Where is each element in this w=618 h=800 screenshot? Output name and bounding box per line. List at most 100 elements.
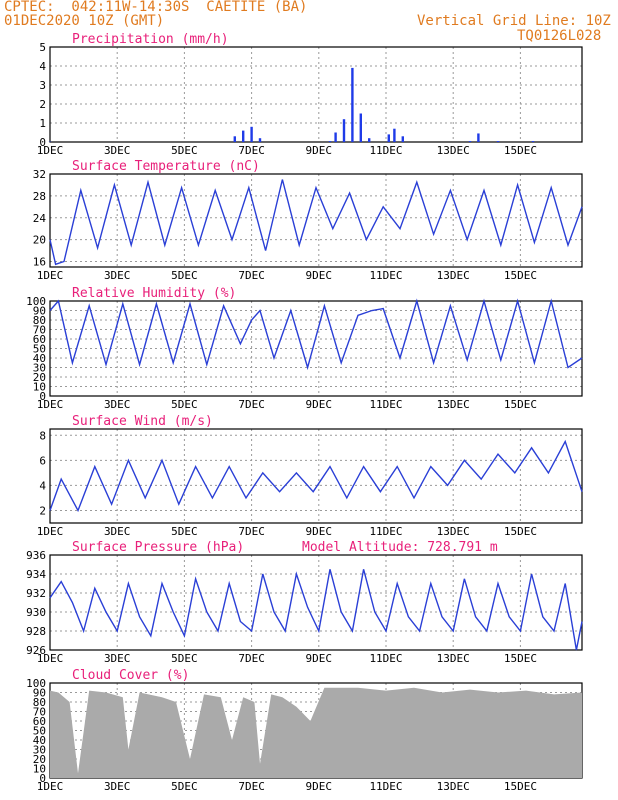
y-tick-label: 2 [39, 504, 46, 517]
series-line [49, 179, 583, 266]
x-tick-label: 15DEC [504, 269, 537, 282]
y-tick-label: 60 [33, 715, 46, 728]
precip-bar [359, 113, 362, 142]
panel-2: 16 20 24 28 32 1DEC 3DEC 5DEC 7DEC 9DEC 11DEC 13DEC… [33, 159, 583, 282]
y-tick-label: 100 [26, 677, 46, 690]
y-tick-label: 926 [26, 644, 46, 657]
x-tick-label: 9DEC [306, 144, 333, 157]
x-tick-label: 11DEC [369, 525, 402, 538]
x-tick-label: 13DEC [437, 269, 470, 282]
panel-title: Precipitation (mm/h) [72, 32, 229, 47]
y-tick-label: 28 [33, 190, 46, 203]
x-tick-label: 3DEC [104, 144, 131, 157]
x-tick-label: 15DEC [504, 780, 537, 793]
y-tick-label: 20 [33, 753, 46, 766]
station-header: CPTEC: 042:11W-14:30S CAETITE (BA) [4, 0, 308, 15]
x-tick-label: 1DEC [37, 780, 64, 793]
y-tick-label: 70 [33, 324, 46, 337]
x-tick-label: 9DEC [306, 269, 333, 282]
run-code: TQ0126L028 [517, 28, 602, 44]
x-tick-label: 1DEC [37, 144, 64, 157]
y-tick-label: 60 [33, 333, 46, 346]
y-tick-label: 5 [39, 41, 46, 54]
series-line [49, 569, 583, 651]
y-tick-label: 936 [26, 549, 46, 562]
x-tick-label: 5DEC [171, 269, 198, 282]
x-tick-label: 13DEC [437, 780, 470, 793]
y-tick-label: 80 [33, 314, 46, 327]
datetime-header: 01DEC2020 10Z (GMT) [4, 13, 165, 29]
y-tick-label: 4 [39, 479, 46, 492]
x-tick-label: 1DEC [37, 269, 64, 282]
precip-bar [477, 133, 480, 142]
x-tick-label: 3DEC [104, 269, 131, 282]
y-tick-label: 16 [33, 256, 46, 269]
y-tick-label: 30 [33, 362, 46, 375]
y-tick-label: 10 [33, 763, 46, 776]
precip-bar [334, 132, 337, 142]
x-tick-label: 7DEC [238, 269, 265, 282]
plot-frame [49, 173, 583, 268]
y-tick-label: 40 [33, 352, 46, 365]
panel-title: Relative Humidity (%) [72, 286, 236, 301]
x-tick-label: 7DEC [238, 144, 265, 157]
series-line [49, 298, 583, 371]
x-tick-label: 5DEC [171, 652, 198, 665]
x-tick-label: 15DEC [504, 398, 537, 411]
y-tick-label: 90 [33, 687, 46, 700]
x-tick-label: 7DEC [238, 398, 265, 411]
y-tick-label: 10 [33, 381, 46, 394]
y-tick-label: 0 [39, 136, 46, 149]
x-tick-label: 5DEC [171, 525, 198, 538]
x-tick-label: 11DEC [369, 144, 402, 157]
y-tick-label: 8 [39, 429, 46, 442]
series-line [49, 439, 583, 513]
y-tick-label: 30 [33, 744, 46, 757]
y-tick-label: 20 [33, 234, 46, 247]
x-tick-label: 7DEC [238, 652, 265, 665]
panel-1: 0 1 2 3 4 5 1DEC 3DEC 5DEC 7DEC 9DEC 11DEC 13DEC 15DE… [37, 32, 583, 157]
x-tick-label: 1DEC [37, 525, 64, 538]
x-tick-label: 11DEC [369, 398, 402, 411]
grid-note: Vertical Grid Line: 10Z [417, 13, 611, 29]
y-tick-label: 24 [33, 212, 47, 225]
x-tick-label: 15DEC [504, 525, 537, 538]
plot-frame [49, 46, 583, 143]
x-tick-label: 3DEC [104, 652, 131, 665]
panel-title: Surface Wind (m/s) [72, 414, 213, 429]
panel-title: Cloud Cover (%) [72, 668, 189, 683]
x-tick-label: 9DEC [306, 780, 333, 793]
y-tick-label: 50 [33, 343, 46, 356]
y-tick-label: 50 [33, 725, 46, 738]
y-tick-label: 934 [26, 568, 46, 581]
x-tick-label: 5DEC [171, 780, 198, 793]
y-tick-label: 0 [39, 772, 46, 785]
y-tick-label: 3 [39, 79, 46, 92]
precip-bar [250, 126, 253, 142]
precip-bar [342, 119, 346, 142]
x-tick-label: 5DEC [171, 398, 198, 411]
precip-bar [351, 67, 354, 142]
panel-5: 926 928 930 932 934 936 1DEC 3DEC 5DEC 7DEC 9DEC 11… [26, 540, 583, 665]
y-tick-label: 20 [33, 371, 46, 384]
x-tick-label: 3DEC [104, 780, 131, 793]
x-tick-label: 1DEC [37, 652, 64, 665]
x-tick-label: 11DEC [369, 269, 402, 282]
precip-bar [242, 130, 245, 142]
x-tick-label: 7DEC [238, 525, 265, 538]
y-tick-label: 90 [33, 305, 46, 318]
precip-bar [387, 134, 390, 142]
x-tick-label: 15DEC [504, 652, 537, 665]
precip-bar [531, 141, 535, 142]
precip-bar [258, 138, 262, 142]
precip-bar [401, 136, 404, 142]
x-tick-label: 13DEC [437, 398, 470, 411]
y-tick-label: 1 [39, 117, 46, 130]
panel-annotation: Model Altitude: 728.791 m [302, 540, 498, 555]
x-tick-label: 13DEC [437, 144, 470, 157]
x-tick-label: 9DEC [306, 525, 333, 538]
x-tick-label: 3DEC [104, 525, 131, 538]
x-tick-label: 13DEC [437, 525, 470, 538]
